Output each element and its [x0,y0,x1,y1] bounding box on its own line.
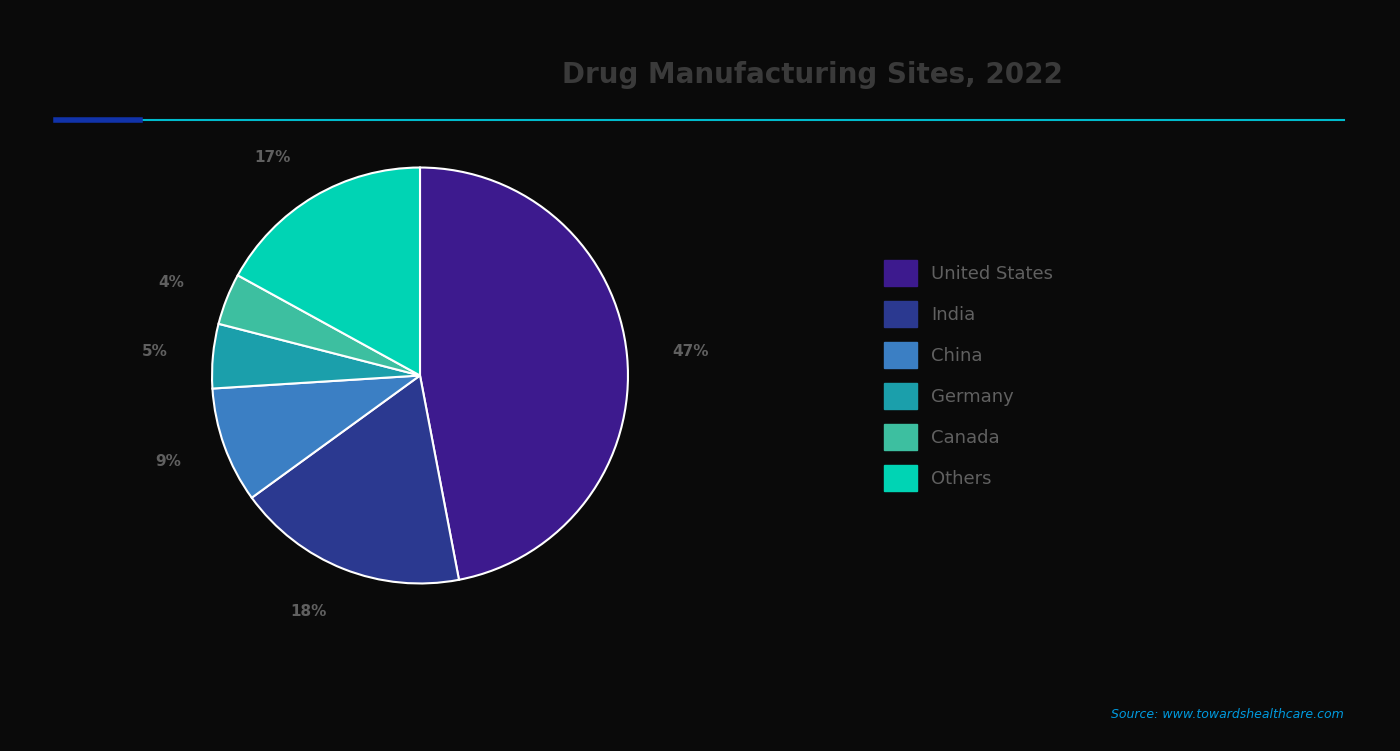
Text: 5%: 5% [141,344,168,359]
Text: Source: www.towardshealthcare.com: Source: www.towardshealthcare.com [1112,708,1344,721]
Text: 18%: 18% [290,604,326,619]
Wedge shape [211,324,420,388]
Text: 47%: 47% [672,344,708,359]
Wedge shape [213,376,420,498]
Wedge shape [420,167,629,580]
Text: 17%: 17% [255,149,291,164]
Legend: United States, India, China, Germany, Canada, Others: United States, India, China, Germany, Ca… [876,253,1060,498]
Wedge shape [218,276,420,376]
Text: 4%: 4% [158,275,183,290]
Text: Drug Manufacturing Sites, 2022: Drug Manufacturing Sites, 2022 [561,61,1063,89]
Wedge shape [238,167,420,376]
Text: 9%: 9% [155,454,181,469]
Wedge shape [252,376,459,584]
